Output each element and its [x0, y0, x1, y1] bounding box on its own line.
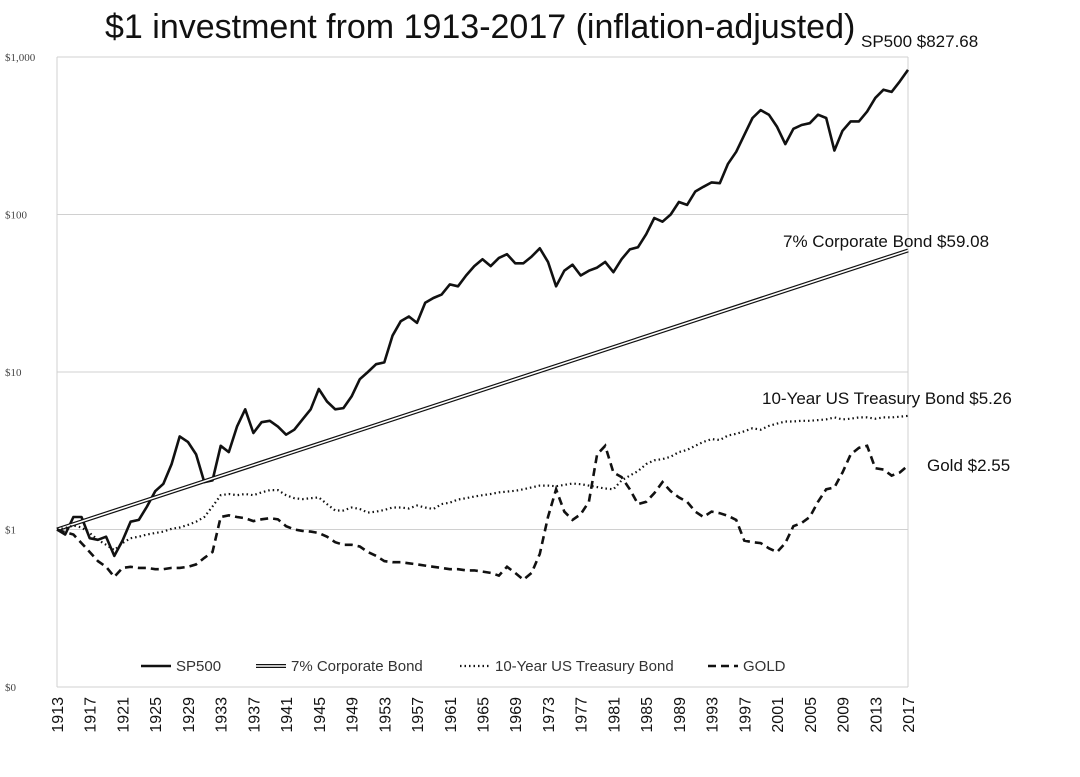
- x-tick-label: 1945: [312, 697, 329, 733]
- x-tick-label: 1985: [639, 697, 656, 733]
- x-tick-label: 1993: [705, 697, 722, 733]
- legend-7-corporate-bond-label: 7% Corporate Bond: [291, 658, 423, 675]
- x-tick-label: 1981: [606, 697, 623, 733]
- x-tick-label: 2001: [770, 697, 787, 733]
- x-tick-label: 2009: [836, 697, 853, 733]
- annotations: SP500 $827.68 7% Corporate Bond $59.08 10-…: [762, 32, 1012, 475]
- y-tick-label: $1,000: [5, 52, 36, 64]
- x-tick-label: 1973: [541, 697, 558, 733]
- x-tick-label: 1957: [410, 697, 427, 733]
- x-tick-label: 1961: [443, 697, 460, 733]
- x-tick-label: 1921: [115, 697, 132, 733]
- x-tick-label: 1933: [214, 697, 231, 733]
- x-tick-label: 1949: [345, 697, 362, 733]
- x-tick-label: 1913: [50, 697, 67, 733]
- annotation-label: 7% Corporate Bond $59.08: [783, 232, 989, 251]
- annotation-label: SP500 $827.68: [861, 32, 978, 51]
- series-10-year-us-treasury-bond-line: [56, 414, 909, 552]
- series-gold-line: [56, 443, 909, 582]
- x-tick-label: 1953: [377, 697, 394, 733]
- series-layer: [56, 69, 910, 582]
- annotation-label: Gold $2.55: [927, 456, 1010, 475]
- x-tick-label: 2017: [901, 697, 918, 733]
- x-tick-label: 2013: [868, 697, 885, 733]
- x-tick-label: 1965: [476, 697, 493, 733]
- x-tick-label: 1929: [181, 697, 198, 733]
- legend-sp500-label: SP500: [176, 658, 221, 675]
- x-tick-label: 1989: [672, 697, 689, 733]
- x-tick-labels: 1913 1917 1921 1925 1929 1933 1937 1941 1945 1949…: [50, 697, 918, 733]
- legend: SP500 7% Corporate Bond 10-Year US Treasur…: [141, 658, 786, 675]
- series-7-corporate-bond-line: [56, 248, 909, 532]
- x-tick-label: 1997: [737, 697, 754, 733]
- series-sp500-line: [56, 69, 910, 558]
- legend-gold-label: GOLD: [743, 658, 786, 675]
- legend-10-year-us-treasury-bond-label: 10-Year US Treasury Bond: [495, 658, 674, 675]
- x-tick-label: 1937: [246, 697, 263, 733]
- y-tick-label: $1: [5, 525, 16, 537]
- y-tick-labels: $0 $1 $10 $100 $1,000: [5, 52, 36, 694]
- annotation-label: 10-Year US Treasury Bond $5.26: [762, 389, 1012, 408]
- y-tick-label: $10: [5, 367, 22, 379]
- x-tick-label: 1917: [83, 697, 100, 733]
- x-tick-label: 1977: [574, 697, 591, 733]
- x-tick-label: 1941: [279, 697, 296, 733]
- y-tick-label: $100: [5, 210, 28, 222]
- grid-layer: [56, 56, 909, 688]
- x-tick-label: 1925: [148, 697, 165, 733]
- x-tick-label: 2005: [803, 697, 820, 733]
- x-tick-label: 1969: [508, 697, 525, 733]
- series-7-corporate-bond-inner: [56, 249, 909, 531]
- y-tick-label: $0: [5, 682, 17, 694]
- chart-title: $1 investment from 1913-2017 (inflation-…: [105, 8, 856, 46]
